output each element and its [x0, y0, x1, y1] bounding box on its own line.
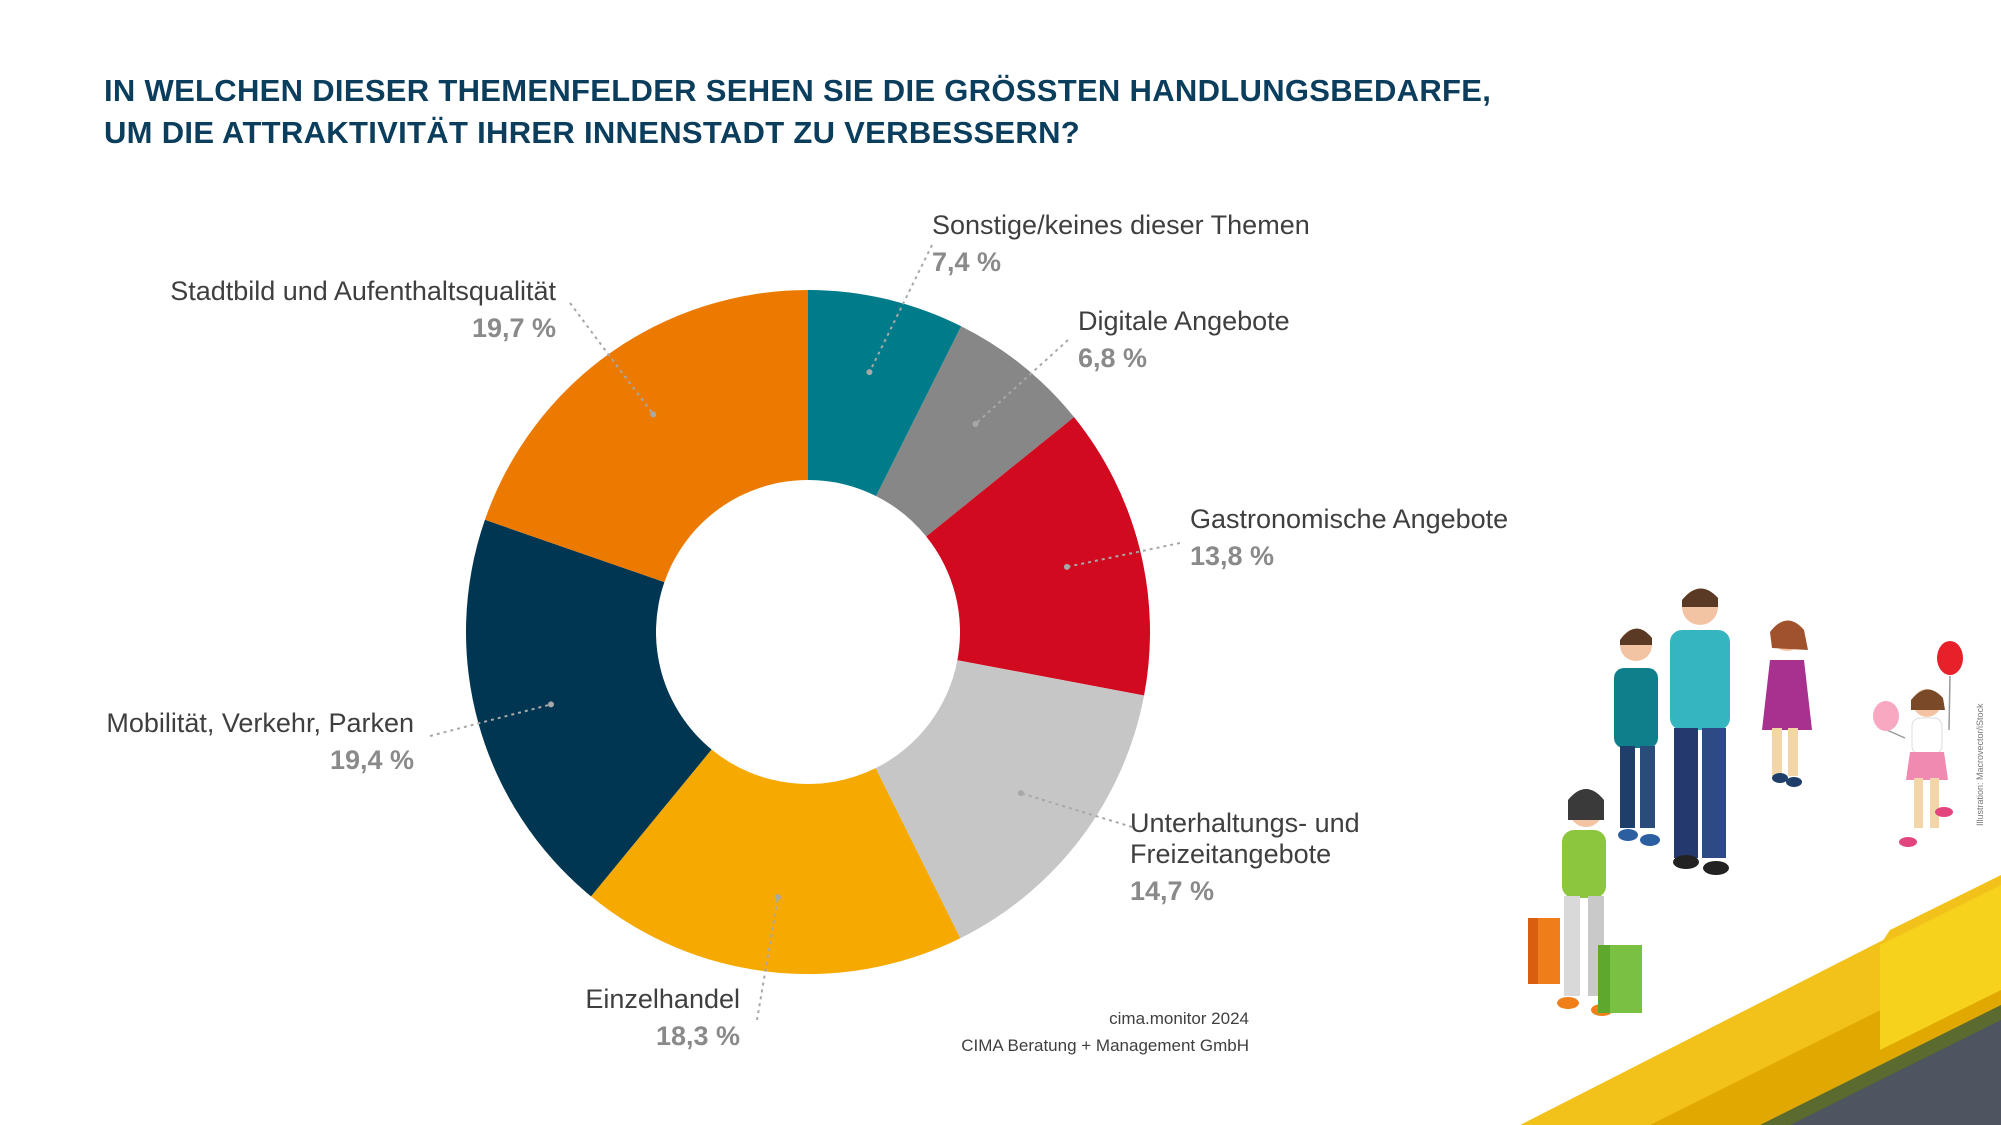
slice-value-label-2: 6,8 %: [1078, 343, 1147, 373]
slice-1: [808, 290, 962, 497]
chart-title: IN WELCHEN DIESER THEMENFELDER SEHEN SIE…: [104, 70, 1491, 154]
slice-value-label-6: 19,4 %: [330, 745, 414, 775]
callout-dot-5: [774, 894, 781, 901]
slice-5: [591, 749, 961, 974]
slice-label-7: Stadtbild und Aufenthaltsqualität: [170, 276, 556, 306]
callout-dot-3: [1063, 563, 1070, 570]
callout-dot-6: [548, 701, 555, 708]
street-graphic: [1520, 875, 2001, 1125]
child-with-balloons-figure: [1873, 641, 1963, 847]
source-line-2: CIMA Beratung + Management GmbH: [961, 1036, 1249, 1055]
slice-label-4-line-1: Unterhaltungs- und: [1130, 808, 1360, 838]
chart-title-line-1: IN WELCHEN DIESER THEMENFELDER SEHEN SIE…: [104, 73, 1492, 108]
chart-source: cima.monitor 2024 CIMA Beratung + Manage…: [900, 1005, 1249, 1059]
chart-title-line-2: UM DIE ATTRAKTIVITÄT IHRER INNENSTADT ZU…: [104, 115, 1081, 150]
callout-line-7: [569, 302, 655, 416]
callout-line-4: [1020, 792, 1133, 828]
slice-3: [926, 417, 1150, 696]
slice-label-6: Mobilität, Verkehr, Parken: [106, 708, 414, 738]
slice-4: [875, 660, 1145, 939]
woman-figure: [1528, 789, 1642, 1016]
slice-7: [484, 290, 808, 583]
source-line-1: cima.monitor 2024: [1109, 1009, 1249, 1028]
slice-value-label-7: 19,7 %: [472, 313, 556, 343]
slice-label-1: Sonstige/keines dieser Themen: [932, 210, 1310, 240]
slice-label-3: Gastronomische Angebote: [1190, 504, 1508, 534]
slice-value-label-4: 14,7 %: [1130, 876, 1214, 906]
man-figure: [1670, 588, 1730, 875]
callout-line-3: [1066, 542, 1181, 568]
slice-value-label-5: 18,3 %: [656, 1021, 740, 1051]
slice-label-4-line-2: Freizeitangebote: [1130, 839, 1331, 869]
slice-6: [466, 519, 712, 897]
girl-figure: [1762, 620, 1812, 787]
slice-value-label-3: 13,8 %: [1190, 541, 1274, 571]
callout-dot-4: [1017, 790, 1024, 797]
callout-dot-7: [650, 411, 657, 418]
callout-line-1: [868, 244, 933, 373]
slice-label-2: Digitale Angebote: [1078, 306, 1290, 336]
callout-dot-2: [972, 421, 979, 428]
callout-dot-1: [866, 369, 873, 376]
slice-value-label-1: 7,4 %: [932, 247, 1001, 277]
illustration-credit: Illustration: Macrovector/iStock: [1975, 703, 1985, 826]
boy-figure: [1614, 628, 1660, 846]
slice-label-5: Einzelhandel: [585, 984, 740, 1014]
